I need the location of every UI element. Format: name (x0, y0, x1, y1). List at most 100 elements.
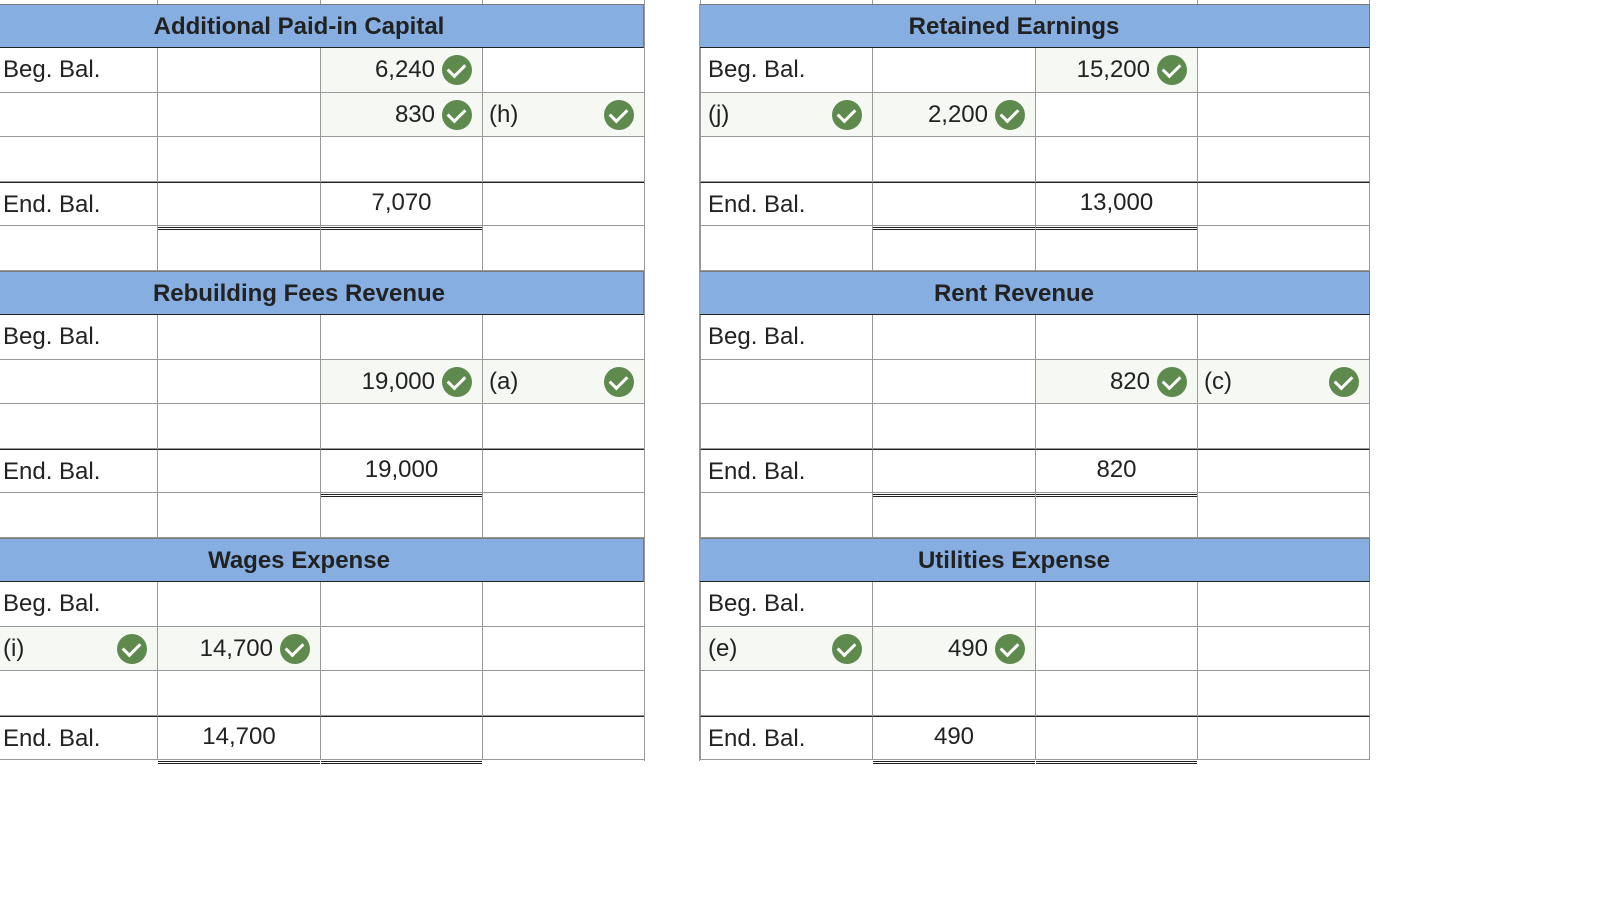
credit-value: 7,070 (371, 188, 432, 216)
credit-cell[interactable]: 19,000 (320, 448, 482, 497)
debit-cell[interactable]: 490 (872, 715, 1035, 764)
credit-value: 820 (1096, 455, 1137, 483)
debit-cell[interactable] (157, 359, 320, 403)
credit-cell[interactable]: 7,070 (320, 181, 482, 230)
ref-cell[interactable]: (a) (482, 359, 644, 403)
debit-cell[interactable] (157, 181, 320, 230)
credit-cell[interactable] (320, 315, 482, 359)
debit-cell[interactable] (157, 92, 320, 136)
ref-cell[interactable] (1197, 715, 1370, 759)
ref-cell[interactable] (482, 448, 644, 492)
ledger-row-spacer (700, 493, 1370, 538)
debit-cell[interactable] (157, 137, 320, 181)
account-header: Utilities Expense (700, 538, 1370, 582)
credit-cell[interactable] (320, 404, 482, 448)
credit-cell[interactable] (320, 715, 482, 764)
ref-cell[interactable] (482, 715, 644, 759)
check-circle-icon (442, 55, 472, 85)
debit-cell[interactable]: 2,200 (872, 92, 1035, 136)
credit-cell[interactable]: 13,000 (1035, 181, 1197, 230)
ref-cell[interactable] (482, 626, 644, 670)
ref-cell[interactable] (482, 404, 644, 448)
spacer-cell (157, 493, 320, 537)
ref-value: (e) (708, 634, 738, 662)
debit-cell[interactable] (872, 315, 1035, 359)
credit-cell[interactable]: 15,200 (1035, 48, 1197, 92)
debit-cell[interactable] (872, 181, 1035, 230)
ref-value: (h) (489, 100, 519, 128)
ref-cell[interactable] (1197, 181, 1370, 225)
ref-cell[interactable] (1197, 137, 1370, 181)
credit-value: 830 (394, 100, 435, 128)
debit-cell[interactable] (872, 582, 1035, 626)
spacer-cell (1197, 226, 1370, 270)
ref-cell[interactable] (482, 137, 644, 181)
debit-cell[interactable] (872, 137, 1035, 181)
ref-cell[interactable] (1197, 315, 1370, 359)
credit-cell[interactable]: 820 (1035, 448, 1197, 497)
ref-cell[interactable] (1197, 448, 1370, 492)
ref-cell[interactable] (482, 671, 644, 715)
debit-cell[interactable] (157, 671, 320, 715)
credit-cell[interactable]: 820 (1035, 359, 1197, 403)
ref-cell[interactable]: (c) (1197, 359, 1370, 403)
debit-cell[interactable] (157, 315, 320, 359)
ledger-row (0, 404, 644, 449)
debit-cell[interactable]: 14,700 (157, 626, 320, 670)
ledger-row (0, 137, 644, 182)
t-account-retained-earnings: Retained Earnings Beg. Bal. 15,200 (j) 2… (700, 4, 1370, 271)
ref-cell[interactable]: (j) (700, 92, 872, 136)
credit-cell[interactable] (320, 582, 482, 626)
debit-value: 490 (933, 722, 975, 750)
debit-cell[interactable]: 490 (872, 626, 1035, 670)
ref-cell[interactable] (1197, 582, 1370, 626)
ref-value: (a) (489, 367, 519, 395)
debit-cell[interactable] (872, 404, 1035, 448)
debit-cell[interactable] (872, 359, 1035, 403)
debit-cell[interactable] (157, 404, 320, 448)
ledger-row-spacer (0, 493, 644, 538)
ref-cell[interactable] (482, 48, 644, 92)
credit-cell[interactable] (320, 137, 482, 181)
ref-cell[interactable] (1197, 626, 1370, 670)
ref-cell[interactable]: (i) (0, 626, 157, 670)
debit-cell[interactable] (872, 671, 1035, 715)
credit-cell[interactable] (1035, 92, 1197, 136)
ref-value: (j) (708, 100, 730, 128)
spacer-cell (872, 226, 1035, 270)
credit-cell[interactable] (320, 626, 482, 670)
ledger-row: Beg. Bal. 6,240 (0, 48, 644, 93)
ref-cell[interactable] (1197, 671, 1370, 715)
debit-cell[interactable] (157, 582, 320, 626)
credit-cell[interactable] (1035, 715, 1197, 764)
ref-cell[interactable]: (h) (482, 92, 644, 136)
ref-cell[interactable] (1197, 92, 1370, 136)
ref-cell[interactable] (482, 181, 644, 225)
debit-cell[interactable] (157, 448, 320, 492)
debit-cell[interactable] (872, 448, 1035, 497)
ref-cell[interactable]: (e) (700, 626, 872, 670)
debit-cell[interactable] (872, 48, 1035, 92)
double-underline (873, 761, 1035, 764)
double-underline (158, 761, 320, 764)
account-title: Retained Earnings (908, 13, 1120, 40)
credit-cell[interactable]: 6,240 (320, 48, 482, 92)
ref-cell[interactable] (1197, 404, 1370, 448)
credit-cell[interactable] (1035, 626, 1197, 670)
row-label: Beg. Bal. (3, 590, 101, 617)
credit-cell[interactable] (1035, 582, 1197, 626)
credit-cell[interactable] (1035, 137, 1197, 181)
ref-cell[interactable] (1197, 48, 1370, 92)
credit-cell[interactable] (1035, 671, 1197, 715)
top-stub (482, 0, 483, 4)
row-label (700, 671, 872, 715)
credit-cell[interactable] (320, 671, 482, 715)
ref-cell[interactable] (482, 582, 644, 626)
credit-cell[interactable]: 830 (320, 92, 482, 136)
credit-cell[interactable] (1035, 315, 1197, 359)
debit-cell[interactable]: 14,700 (157, 715, 320, 764)
ref-cell[interactable] (482, 315, 644, 359)
credit-cell[interactable]: 19,000 (320, 359, 482, 403)
credit-cell[interactable] (1035, 404, 1197, 448)
debit-cell[interactable] (157, 48, 320, 92)
